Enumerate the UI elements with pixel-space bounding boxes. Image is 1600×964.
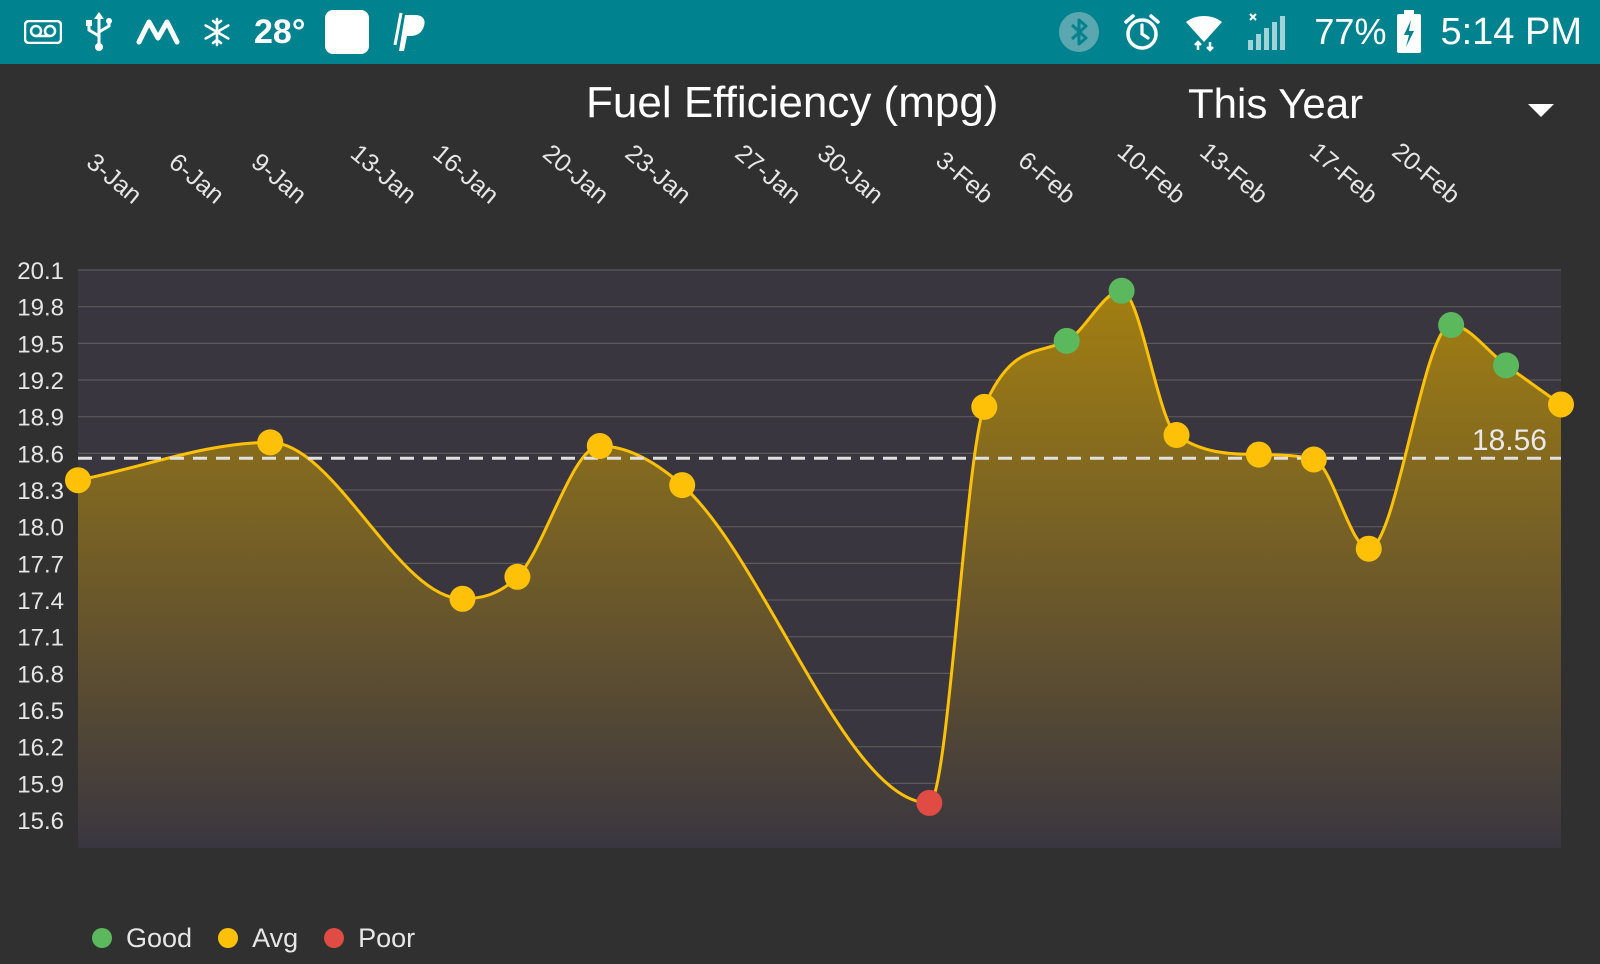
status-bar-right: 77% 5:14 PM	[1058, 0, 1600, 64]
x-tick-label: 10-Feb	[1112, 140, 1191, 210]
x-tick-label: 27-Jan	[730, 140, 807, 210]
legend-label: Good	[126, 922, 193, 953]
voicemail-icon	[24, 20, 62, 44]
y-axis: 20.1 19.8 19.5 19.2 18.9 18.6 18.3 18.0 17.7 17.4…	[17, 258, 64, 835]
legend-dot-icon	[218, 928, 239, 948]
y-tick-label: 17.1	[17, 625, 64, 652]
data-point-good	[1438, 312, 1465, 339]
data-point-good	[1493, 352, 1520, 379]
data-points	[65, 277, 1574, 816]
y-tick-label: 19.2	[17, 368, 64, 395]
temperature: 28°	[254, 12, 306, 51]
status-bar: 28°	[0, 0, 1600, 64]
chart-title: Fuel Efficiency (mpg)	[586, 78, 999, 127]
x-tick-label: 6-Jan	[164, 148, 230, 210]
y-tick-label: 19.5	[17, 331, 64, 358]
y-tick-label: 19.8	[17, 295, 64, 322]
data-point-avg	[586, 433, 613, 460]
average-value-label: 18.56	[1472, 424, 1547, 457]
cell-signal-icon	[1246, 12, 1286, 52]
x-tick-label: 16-Jan	[428, 140, 505, 210]
battery-charging-icon	[1396, 10, 1422, 54]
data-point-avg	[1245, 441, 1272, 468]
y-tick-label: 18.0	[17, 515, 64, 542]
y-tick-label: 15.6	[17, 808, 64, 835]
chart-legend: Good Avg Poor	[92, 918, 441, 958]
x-tick-label: 3-Jan	[81, 148, 147, 210]
x-tick-label: 9-Jan	[246, 148, 312, 210]
legend-item-poor[interactable]: Poor	[324, 923, 415, 954]
x-tick-label: 17-Feb	[1304, 140, 1383, 210]
y-tick-label: 15.9	[17, 771, 64, 798]
x-tick-label: 20-Jan	[537, 140, 614, 210]
legend-label: Avg	[252, 922, 299, 953]
data-point-avg	[669, 472, 696, 499]
y-tick-label: 18.3	[17, 478, 64, 505]
clock: 5:14 PM	[1440, 10, 1582, 53]
legend-dot-icon	[324, 928, 345, 948]
y-tick-label: 18.9	[17, 405, 64, 432]
x-axis: 3-Jan 6-Jan 9-Jan 13-Jan 16-Jan 20-Jan 23-Jan 2…	[81, 140, 1465, 210]
x-tick-label: 6-Feb	[1013, 146, 1081, 209]
fuel-efficiency-chart: 20.1 19.8 19.5 19.2 18.9 18.6 18.3 18.0 17.7 17.4…	[17, 140, 1574, 848]
m-app-icon	[136, 18, 180, 46]
y-tick-label: 16.5	[17, 698, 64, 725]
data-point-avg	[504, 563, 531, 590]
alarm-icon	[1122, 12, 1162, 52]
data-point-avg	[1300, 446, 1327, 473]
data-point-poor	[916, 789, 943, 816]
data-point-avg	[257, 429, 284, 456]
x-tick-label: 13-Jan	[345, 140, 422, 210]
legend-item-avg[interactable]: Avg	[218, 923, 298, 954]
y-tick-label: 17.4	[17, 588, 64, 615]
paypal-icon	[391, 11, 427, 53]
x-tick-label: 3-Feb	[930, 146, 998, 209]
dropdown-arrow-icon	[1528, 104, 1554, 117]
data-point-avg	[1163, 422, 1190, 449]
y-tick-label: 20.1	[17, 258, 64, 285]
x-tick-label: 20-Feb	[1387, 140, 1466, 210]
data-point-avg	[971, 393, 998, 420]
data-point-good	[1053, 327, 1080, 354]
area-fill	[78, 290, 1561, 848]
x-tick-label: 30-Jan	[812, 140, 889, 210]
legend-dot-icon	[92, 928, 112, 948]
data-point-avg	[65, 467, 91, 494]
data-point-avg	[1355, 535, 1382, 562]
blank-app-icon	[325, 10, 370, 54]
data-point-good	[1108, 277, 1135, 304]
y-tick-label: 17.7	[17, 551, 64, 578]
battery-percent: 77%	[1314, 11, 1387, 52]
wifi-icon	[1184, 12, 1224, 52]
bluetooth-icon	[1058, 11, 1100, 53]
data-point-avg	[1548, 391, 1574, 418]
snowflake-icon	[202, 17, 232, 47]
data-point-avg	[449, 585, 476, 612]
usb-icon	[84, 12, 114, 52]
time-range-dropdown[interactable]: This Year	[1188, 74, 1568, 134]
x-tick-label: 13-Feb	[1194, 140, 1273, 210]
legend-label: Poor	[358, 922, 416, 953]
status-bar-left: 28°	[0, 0, 449, 64]
y-tick-label: 16.2	[17, 735, 64, 762]
legend-item-good[interactable]: Good	[92, 923, 192, 954]
y-tick-label: 18.6	[17, 441, 64, 468]
time-range-selected: This Year	[1188, 80, 1364, 127]
x-tick-label: 23-Jan	[620, 140, 697, 210]
y-tick-label: 16.8	[17, 661, 64, 688]
